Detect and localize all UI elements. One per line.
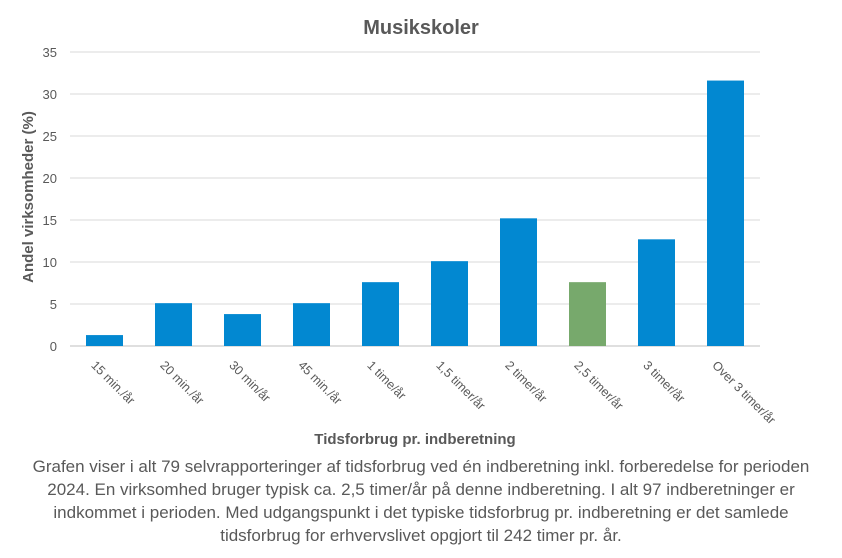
y-tick-label: 30 bbox=[43, 87, 57, 102]
chart-caption: Grafen viser i alt 79 selvrapporteringer… bbox=[32, 457, 810, 545]
x-tick-label: Over 3 timer/år bbox=[709, 358, 778, 427]
y-tick-label: 25 bbox=[43, 129, 57, 144]
bar bbox=[362, 282, 399, 346]
x-tick-label: 2 timer/år bbox=[502, 358, 549, 405]
x-tick-label: 3 timer/år bbox=[640, 358, 687, 405]
x-tick-label: 1,5 timer/år bbox=[433, 358, 488, 413]
y-tick-label: 35 bbox=[43, 45, 57, 60]
bar bbox=[638, 239, 675, 346]
bar bbox=[707, 80, 744, 346]
bar bbox=[86, 335, 123, 346]
x-tick-label: 45 min./år bbox=[295, 358, 344, 407]
x-tick-label: 2,5 timer/år bbox=[571, 358, 626, 413]
x-tick-label: 15 min./år bbox=[88, 358, 137, 407]
bar bbox=[224, 314, 261, 346]
y-tick-label: 5 bbox=[50, 297, 57, 312]
x-tick-label: 1 time/år bbox=[364, 358, 408, 402]
x-tick-label: 20 min./år bbox=[157, 358, 206, 407]
y-tick-label: 0 bbox=[50, 339, 57, 354]
bar bbox=[431, 261, 468, 346]
bar bbox=[293, 303, 330, 346]
y-tick-label: 15 bbox=[43, 213, 57, 228]
y-axis-label: Andel virksomheder (%) bbox=[20, 111, 37, 283]
chart-title: Musikskoler bbox=[363, 17, 479, 39]
bar bbox=[569, 282, 606, 346]
y-tick-label: 10 bbox=[43, 255, 57, 270]
y-tick-label: 20 bbox=[43, 171, 57, 186]
bar bbox=[155, 303, 192, 346]
x-axis-label: Tidsforbrug pr. indberetning bbox=[314, 431, 515, 448]
bar-chart: Musikskoler 0 5 10 15 20 25 30 35 Andel virksomhe… bbox=[20, 17, 778, 448]
chart-container: Musikskoler 0 5 10 15 20 25 30 35 Andel virksomhe… bbox=[20, 17, 778, 448]
bar bbox=[500, 218, 537, 346]
x-tick-label: 30 min/år bbox=[226, 358, 273, 405]
